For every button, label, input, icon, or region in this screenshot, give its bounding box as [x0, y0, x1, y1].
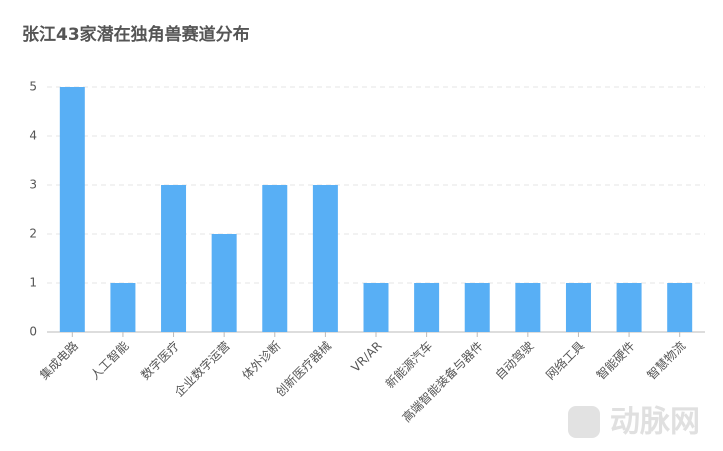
x-tick-label: 自动驾驶 — [492, 338, 537, 383]
y-tick-label: 3 — [29, 178, 37, 192]
bar — [414, 283, 440, 332]
bar — [616, 283, 642, 332]
y-tick-label: 2 — [29, 227, 37, 241]
bar — [363, 283, 389, 332]
y-tick-label: 5 — [29, 80, 37, 94]
watermark-logo — [568, 406, 600, 438]
bar — [667, 283, 693, 332]
watermark: 动脉网 — [610, 405, 700, 440]
x-tick-label: 集成电路 — [36, 338, 81, 383]
x-tick-label: 智慧物流 — [644, 338, 689, 383]
y-tick-label: 1 — [29, 276, 37, 290]
bar — [464, 283, 490, 332]
x-tick-label: VR/AR — [348, 339, 384, 375]
x-tick-label: 数字医疗 — [138, 338, 183, 383]
y-tick-label: 0 — [29, 325, 37, 339]
bar — [211, 234, 237, 332]
bar — [110, 283, 136, 332]
bar — [59, 87, 85, 332]
chart-title: 张江43家潜在独角兽赛道分布 — [22, 24, 250, 45]
x-tick-label: 网络工具 — [542, 338, 587, 383]
y-tick-label: 4 — [29, 129, 37, 143]
bar — [565, 283, 591, 332]
x-tick-label: 人工智能 — [87, 338, 132, 383]
bar — [161, 185, 187, 332]
x-tick-label: 体外诊断 — [239, 338, 284, 383]
x-tick-label: 智能硬件 — [593, 338, 638, 383]
bar — [515, 283, 541, 332]
x-tick-label: 新能源汽车 — [382, 338, 435, 391]
bar — [312, 185, 338, 332]
bar — [262, 185, 288, 332]
